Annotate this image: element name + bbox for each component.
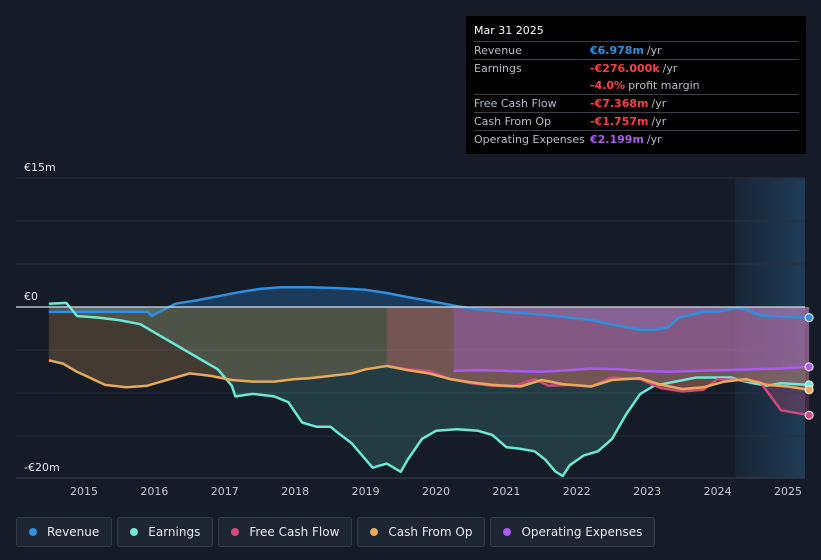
tooltip-row-profit-margin: -4.0% profit margin bbox=[474, 77, 799, 95]
legend-dot-icon bbox=[231, 528, 240, 536]
legend-label: Earnings bbox=[148, 525, 201, 539]
tooltip-unit: /yr bbox=[651, 97, 667, 110]
tooltip-label: Revenue bbox=[474, 44, 522, 57]
gridlines bbox=[16, 177, 805, 478]
tooltip-value: -4.0% bbox=[590, 79, 626, 92]
line-operating-expenses bbox=[453, 365, 810, 374]
legend-item-free-cash-flow[interactable]: Free Cash Flow bbox=[218, 517, 353, 547]
legend-label: Cash From Op bbox=[388, 525, 473, 539]
legend-dot-icon bbox=[370, 528, 379, 536]
tooltip-label: Cash From Op bbox=[474, 115, 552, 128]
end-marker-revenue bbox=[804, 313, 814, 323]
line-earnings bbox=[48, 301, 810, 478]
y-tick-label: €0 bbox=[24, 290, 38, 303]
tooltip-value: -€276.000k bbox=[590, 62, 660, 75]
tooltip-label: Operating Expenses bbox=[474, 133, 585, 146]
x-tick-label: 2019 bbox=[352, 485, 380, 498]
tooltip-row-free-cash-flow: Free Cash Flow -€7.368m /yr bbox=[474, 95, 799, 113]
legend-label: Revenue bbox=[47, 525, 100, 539]
area-revenue bbox=[48, 287, 810, 330]
tooltip-row-earnings: Earnings -€276.000k /yr bbox=[474, 60, 799, 77]
legend: Revenue Earnings Free Cash Flow Cash Fro… bbox=[16, 517, 656, 547]
legend-label: Operating Expenses bbox=[521, 525, 643, 539]
tooltip-unit: /yr bbox=[646, 133, 662, 146]
legend-label: Free Cash Flow bbox=[249, 525, 340, 539]
tooltip-date: Mar 31 2025 bbox=[474, 23, 799, 42]
x-tick-label: 2016 bbox=[140, 485, 168, 498]
area-operating-expenses bbox=[453, 307, 810, 372]
x-tick-label: 2021 bbox=[492, 485, 520, 498]
forecast-region bbox=[735, 178, 805, 478]
x-tick-label: 2023 bbox=[633, 485, 661, 498]
tooltip-unit: /yr bbox=[646, 44, 662, 57]
y-tick-label: -€20m bbox=[24, 461, 60, 474]
x-tick-label: 2022 bbox=[563, 485, 591, 498]
end-marker-cash-from-op bbox=[804, 385, 814, 395]
line-cash-from-op bbox=[48, 359, 810, 392]
tooltip-value: -€1.757m bbox=[590, 115, 649, 128]
x-tick-label: 2015 bbox=[70, 485, 98, 498]
data-tooltip: Mar 31 2025 Revenue €6.978m /yr Earnings… bbox=[466, 16, 806, 154]
chart-area: €15m €0 -€20m 2015 2016 2017 2018 2019 2020 2021 2… bbox=[16, 161, 814, 498]
tooltip-unit: /yr bbox=[662, 62, 678, 75]
series-lines bbox=[48, 286, 810, 478]
legend-item-earnings[interactable]: Earnings bbox=[117, 517, 214, 547]
tooltip-row-revenue: Revenue €6.978m /yr bbox=[474, 42, 799, 60]
end-marker-operating-expenses bbox=[804, 362, 814, 372]
tooltip-label: Earnings bbox=[474, 62, 522, 75]
area-earnings bbox=[48, 302, 810, 476]
legend-item-operating-expenses[interactable]: Operating Expenses bbox=[490, 517, 656, 547]
x-tick-label: 2025 bbox=[774, 485, 802, 498]
legend-item-cash-from-op[interactable]: Cash From Op bbox=[357, 517, 486, 547]
tooltip-label bbox=[474, 77, 590, 94]
tooltip-row-cash-from-op: Cash From Op -€1.757m /yr bbox=[474, 113, 799, 131]
end-marker-free-cash-flow bbox=[804, 410, 814, 420]
legend-dot-icon bbox=[130, 528, 139, 536]
tooltip-value: €2.199m bbox=[590, 133, 644, 146]
x-tick-label: 2018 bbox=[281, 485, 309, 498]
x-tick-label: 2020 bbox=[422, 485, 450, 498]
tooltip-unit: /yr bbox=[651, 115, 667, 128]
legend-dot-icon bbox=[29, 528, 37, 536]
tooltip-value: -€7.368m bbox=[590, 97, 649, 110]
tooltip-label: Free Cash Flow bbox=[474, 97, 557, 110]
legend-item-revenue[interactable]: Revenue bbox=[16, 517, 113, 547]
legend-dot-icon bbox=[503, 528, 512, 536]
x-tick-label: 2024 bbox=[704, 485, 732, 498]
x-tick-label: 2017 bbox=[211, 485, 239, 498]
tooltip-row-operating-expenses: Operating Expenses €2.199m /yr bbox=[474, 131, 799, 148]
axes: €15m €0 -€20m 2015 2016 2017 2018 2019 2020 2021 2… bbox=[16, 161, 805, 498]
y-tick-label: €15m bbox=[24, 161, 56, 174]
line-revenue bbox=[48, 286, 810, 332]
tooltip-value: €6.978m bbox=[590, 44, 644, 57]
tooltip-unit: profit margin bbox=[628, 79, 700, 92]
end-markers bbox=[804, 313, 814, 420]
